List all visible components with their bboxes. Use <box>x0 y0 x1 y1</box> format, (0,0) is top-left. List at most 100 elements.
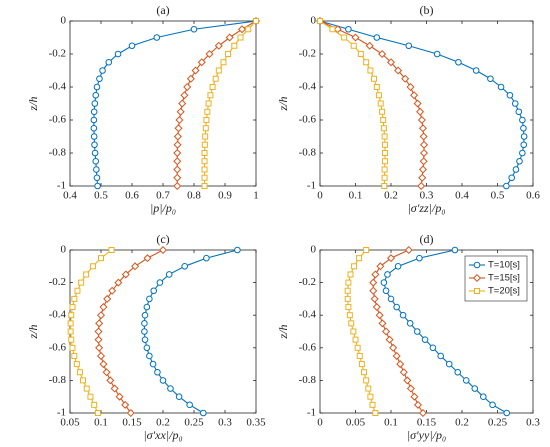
marker <box>205 100 212 107</box>
marker <box>345 279 352 286</box>
marker <box>146 295 153 303</box>
marker <box>420 140 429 149</box>
marker <box>373 34 381 41</box>
y-axis-label: z/h <box>26 96 40 111</box>
x-tick-label: 0.3 <box>218 417 232 429</box>
marker <box>419 132 428 141</box>
marker <box>454 368 462 376</box>
marker <box>90 116 98 124</box>
marker <box>105 58 113 66</box>
legend-label: T=10[s] <box>488 260 520 271</box>
marker <box>386 58 396 67</box>
marker <box>94 182 101 190</box>
marker <box>413 328 421 335</box>
marker <box>150 287 157 295</box>
marker <box>370 75 377 82</box>
marker <box>361 369 368 376</box>
marker <box>99 360 108 369</box>
y-tick-label: -0.8 <box>299 374 317 386</box>
marker <box>69 344 76 351</box>
marker <box>474 288 480 294</box>
y-axis-label: z/h <box>276 96 290 111</box>
marker <box>373 84 380 90</box>
marker <box>399 311 407 319</box>
y-tick-label: -0.2 <box>49 276 66 288</box>
marker <box>497 83 505 91</box>
x-tick-label: 0.15 <box>417 417 437 429</box>
marker <box>173 132 182 141</box>
marker <box>406 384 415 393</box>
marker <box>190 25 198 33</box>
marker <box>344 287 351 294</box>
marker <box>173 140 182 149</box>
x-tick-label: 0 <box>317 417 323 429</box>
marker <box>384 271 391 278</box>
marker <box>96 351 106 360</box>
marker <box>380 279 388 286</box>
marker <box>418 408 427 418</box>
marker <box>73 361 80 368</box>
marker <box>371 270 380 279</box>
x-tick-label: 0.4 <box>455 190 469 202</box>
marker <box>173 157 182 166</box>
panel-title: (a) <box>156 3 169 17</box>
marker <box>503 182 510 190</box>
marker <box>406 82 415 92</box>
marker <box>382 327 391 336</box>
marker <box>350 42 357 49</box>
marker <box>350 328 357 335</box>
marker <box>506 91 514 99</box>
marker <box>416 254 423 262</box>
marker <box>67 328 74 335</box>
marker <box>237 34 244 41</box>
marker <box>178 99 187 108</box>
marker <box>115 392 124 401</box>
marker <box>69 304 76 311</box>
panel-title: (c) <box>156 232 169 246</box>
marker <box>126 408 135 418</box>
marker <box>96 311 106 320</box>
marker <box>347 271 354 278</box>
marker <box>520 133 528 140</box>
marker <box>406 320 414 327</box>
marker <box>238 25 247 34</box>
marker <box>214 41 223 50</box>
marker <box>121 400 130 409</box>
marker <box>437 352 445 360</box>
marker <box>121 270 130 279</box>
marker <box>183 82 192 92</box>
marker <box>99 303 108 312</box>
marker <box>173 173 182 182</box>
y-tick-label: -0.6 <box>49 341 67 353</box>
y-tick-label: -0.2 <box>299 276 316 288</box>
marker <box>201 150 208 156</box>
marker <box>201 158 208 165</box>
y-tick-label: -1 <box>57 407 66 419</box>
x-tick-label: 0.7 <box>156 190 170 202</box>
x-tick-label: 0.25 <box>488 417 508 429</box>
marker <box>99 67 106 74</box>
x-tick-label: 0.15 <box>122 417 142 429</box>
marker <box>372 303 381 312</box>
marker <box>173 148 182 158</box>
y-axis-label: z/h <box>276 324 290 339</box>
marker <box>489 401 496 409</box>
y-tick-label: 0 <box>61 15 67 27</box>
marker <box>519 116 526 124</box>
marker <box>114 278 123 287</box>
marker <box>186 74 195 83</box>
marker <box>393 303 400 311</box>
marker <box>367 393 374 400</box>
marker <box>156 279 164 286</box>
x-tick-label: 0.1 <box>349 190 363 202</box>
marker <box>404 245 413 255</box>
marker <box>381 150 388 156</box>
marker <box>369 401 376 408</box>
marker <box>345 25 352 33</box>
marker <box>91 401 98 408</box>
marker <box>418 124 427 133</box>
marker <box>80 377 87 384</box>
marker <box>141 320 148 327</box>
marker <box>520 124 527 132</box>
